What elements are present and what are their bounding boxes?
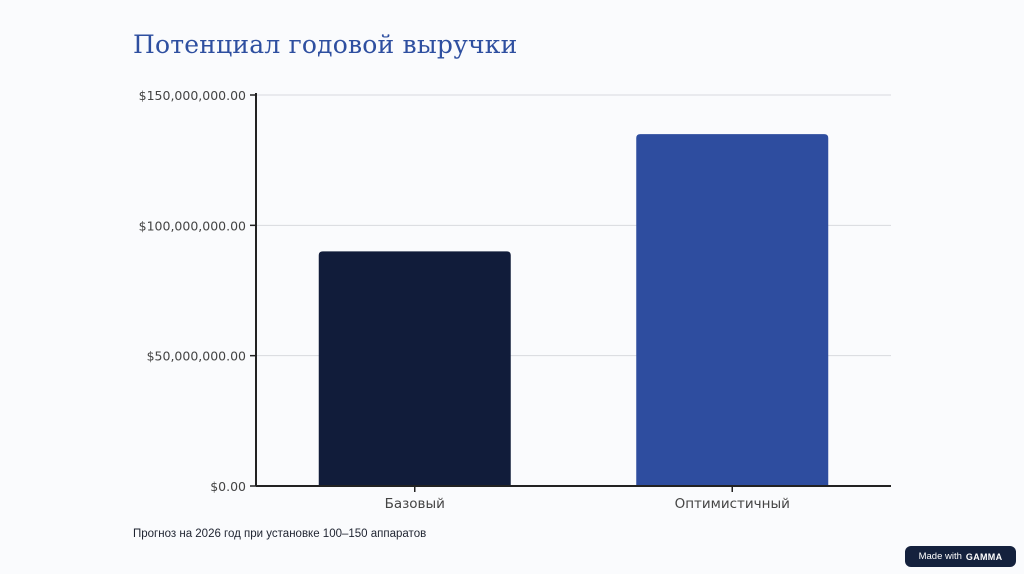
x-tick-label: Базовый [385, 496, 445, 512]
page-title: Потенциал годовой выручки [133, 30, 518, 59]
x-tick-label: Оптимистичный [675, 496, 790, 512]
bar-1 [318, 251, 511, 486]
badge-prefix: Made with [918, 551, 962, 562]
y-tick-label: $150,000,000.00 [139, 88, 246, 103]
chart-caption: Прогноз на 2026 год при установке 100–15… [133, 528, 427, 540]
made-with-gamma-badge[interactable]: Made with GAMMA [905, 546, 1016, 567]
y-tick-label: $50,000,000.00 [147, 349, 246, 364]
gamma-logo: GAMMA [965, 551, 1003, 562]
y-tick-label: $100,000,000.00 [139, 218, 246, 233]
bar-2 [636, 134, 829, 486]
y-tick-label: $0.00 [210, 479, 246, 494]
